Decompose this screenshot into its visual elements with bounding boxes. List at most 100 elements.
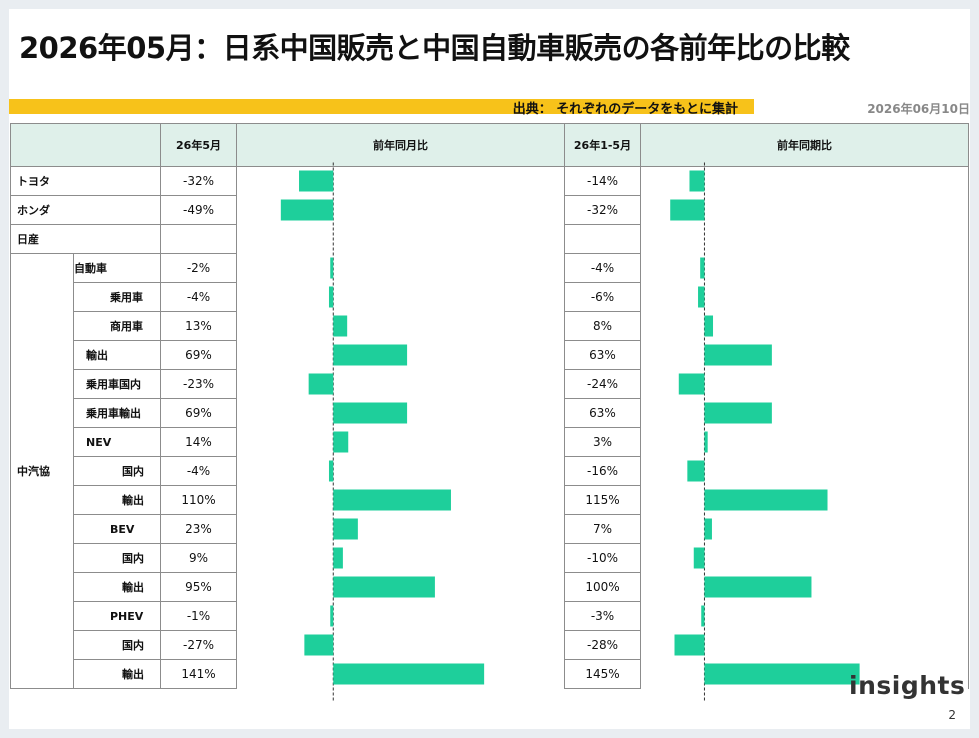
month-yoy-bar-cell bbox=[236, 253, 565, 283]
ytd-value: -4% bbox=[564, 253, 641, 283]
row-label: 国内 bbox=[73, 456, 161, 486]
month-yoy-bar-cell bbox=[236, 630, 565, 660]
ytd-value: 3% bbox=[564, 427, 641, 457]
ytd-yoy-bar-cell bbox=[640, 630, 969, 660]
ytd-yoy-bar-cell bbox=[640, 601, 969, 631]
ytd-value: 63% bbox=[564, 398, 641, 428]
ytd-yoy-bar-cell bbox=[640, 485, 969, 515]
ytd-value: -24% bbox=[564, 369, 641, 399]
row-label: 国内 bbox=[73, 543, 161, 573]
ytd-yoy-bar-cell bbox=[640, 543, 969, 573]
row-label: 輸出 bbox=[73, 340, 161, 370]
month-yoy-bar-cell bbox=[236, 340, 565, 370]
row-label: 商用車 bbox=[73, 311, 161, 341]
month-yoy-bar-cell bbox=[236, 369, 565, 399]
ytd-yoy-bar-cell bbox=[640, 427, 969, 457]
ytd-yoy-bar-cell bbox=[640, 572, 969, 602]
month-value: 95% bbox=[160, 572, 237, 602]
row-label: 国内 bbox=[73, 630, 161, 660]
ytd-yoy-bar-cell bbox=[640, 311, 969, 341]
month-yoy-bar-cell bbox=[236, 543, 565, 573]
ytd-yoy-bar-cell bbox=[640, 166, 969, 196]
ytd-value: -32% bbox=[564, 195, 641, 225]
month-value: 69% bbox=[160, 340, 237, 370]
month-yoy-bar-cell bbox=[236, 659, 565, 689]
slide: 2026年05月：日系中国販売と中国自動車販売の各前年比の比較 出典： それぞれ… bbox=[9, 9, 970, 729]
group-label: 中汽協 bbox=[10, 253, 74, 689]
row-label: NEV bbox=[73, 427, 161, 457]
table-row: NEV 14% 3% bbox=[11, 427, 969, 457]
month-value: 69% bbox=[160, 398, 237, 428]
month-yoy-bar-cell bbox=[236, 224, 565, 254]
table-row: 国内 9% -10% bbox=[11, 543, 969, 573]
table-row: 乗用車輸出 69% 63% bbox=[11, 398, 969, 428]
header-row: 26年5月 前年同月比 26年1-5月 前年同期比 bbox=[10, 123, 969, 167]
table-row: 輸出 95% 100% bbox=[11, 572, 969, 602]
logo-text: insights bbox=[849, 671, 966, 700]
table-row: 輸出 69% 63% bbox=[11, 340, 969, 370]
table-row: 乗用車国内 -23% -24% bbox=[11, 369, 969, 399]
table-row: 輸出 141% 145% bbox=[11, 659, 969, 689]
header-month-yoy: 前年同月比 bbox=[236, 123, 565, 167]
header-month: 26年5月 bbox=[160, 123, 237, 167]
ytd-value: -6% bbox=[564, 282, 641, 312]
page-title: 2026年05月：日系中国販売と中国自動車販売の各前年比の比較 bbox=[19, 31, 850, 65]
ytd-value: 100% bbox=[564, 572, 641, 602]
month-value: -2% bbox=[160, 253, 237, 283]
row-label: トヨタ bbox=[10, 166, 161, 196]
month-yoy-bar-cell bbox=[236, 166, 565, 196]
header-ytd-yoy: 前年同期比 bbox=[640, 123, 969, 167]
month-value: 14% bbox=[160, 427, 237, 457]
month-value bbox=[160, 224, 237, 254]
table-row: 乗用車 -4% -6% bbox=[11, 282, 969, 312]
month-yoy-bar-cell bbox=[236, 427, 565, 457]
ytd-yoy-bar-cell bbox=[640, 253, 969, 283]
ytd-value: -28% bbox=[564, 630, 641, 660]
insights-logo: insights bbox=[849, 671, 965, 700]
month-value: -4% bbox=[160, 456, 237, 486]
ytd-yoy-bar-cell bbox=[640, 224, 969, 254]
header-blank bbox=[10, 123, 161, 167]
month-yoy-bar-cell bbox=[236, 195, 565, 225]
ytd-value: 63% bbox=[564, 340, 641, 370]
ytd-yoy-bar-cell bbox=[640, 340, 969, 370]
table-row: 輸出 110% 115% bbox=[11, 485, 969, 515]
month-value: 141% bbox=[160, 659, 237, 689]
ytd-value bbox=[564, 224, 641, 254]
ytd-value: 8% bbox=[564, 311, 641, 341]
source-label: 出典： それぞれのデータをもとに集計 bbox=[512, 102, 738, 117]
month-value: 110% bbox=[160, 485, 237, 515]
month-yoy-bar-cell bbox=[236, 311, 565, 341]
month-value: 9% bbox=[160, 543, 237, 573]
ytd-value: 115% bbox=[564, 485, 641, 515]
comparison-table: 26年5月 前年同月比 26年1-5月 前年同期比 トヨタ -32% -14% ホンダ… bbox=[10, 123, 969, 689]
table-row: 国内 -4% -16% bbox=[11, 456, 969, 486]
row-label: 乗用車国内 bbox=[73, 369, 161, 399]
month-yoy-bar-cell bbox=[236, 485, 565, 515]
month-value: -27% bbox=[160, 630, 237, 660]
table-row: トヨタ -32% -14% bbox=[10, 166, 969, 196]
row-label: 輸出 bbox=[73, 572, 161, 602]
table-row: 商用車 13% 8% bbox=[11, 311, 969, 341]
table-row: 国内 -27% -28% bbox=[11, 630, 969, 660]
ytd-value: -10% bbox=[564, 543, 641, 573]
header-ytd: 26年1-5月 bbox=[564, 123, 641, 167]
month-value: -32% bbox=[160, 166, 237, 196]
ytd-value: 145% bbox=[564, 659, 641, 689]
month-value: -49% bbox=[160, 195, 237, 225]
row-label: BEV bbox=[73, 514, 161, 544]
row-label: PHEV bbox=[73, 601, 161, 631]
page-number: 2 bbox=[948, 708, 956, 722]
row-label: ホンダ bbox=[10, 195, 161, 225]
table-row: PHEV -1% -3% bbox=[11, 601, 969, 631]
source-bar: 出典： それぞれのデータをもとに集計 bbox=[9, 99, 757, 117]
table-row: 中汽協 自動車 -2% -4% bbox=[10, 253, 969, 689]
report-date: 2026年06月10日 bbox=[867, 102, 970, 116]
ytd-value: -16% bbox=[564, 456, 641, 486]
ytd-yoy-bar-cell bbox=[640, 195, 969, 225]
month-yoy-bar-cell bbox=[236, 398, 565, 428]
month-value: -1% bbox=[160, 601, 237, 631]
month-value: -4% bbox=[160, 282, 237, 312]
month-yoy-bar-cell bbox=[236, 572, 565, 602]
table-row: BEV 23% 7% bbox=[11, 514, 969, 544]
